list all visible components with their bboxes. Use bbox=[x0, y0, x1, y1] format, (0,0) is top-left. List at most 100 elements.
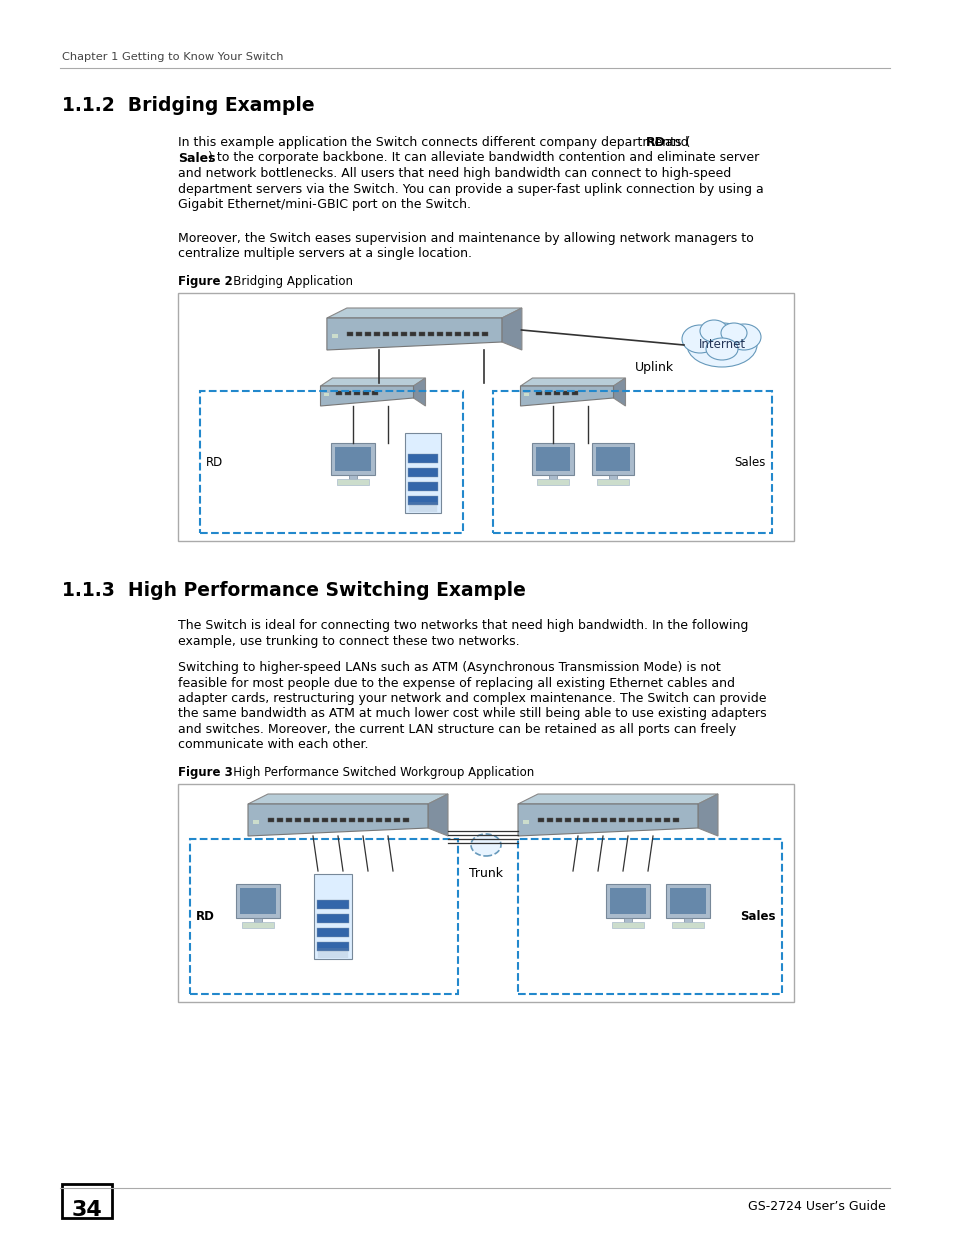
Polygon shape bbox=[501, 308, 521, 350]
Text: RD: RD bbox=[645, 136, 665, 149]
Bar bbox=[294, 818, 301, 823]
Bar bbox=[402, 818, 409, 823]
Text: RD: RD bbox=[195, 910, 214, 923]
Bar bbox=[554, 391, 560, 395]
Bar bbox=[596, 447, 629, 471]
Text: adapter cards, restructuring your network and complex maintenance. The Switch ca: adapter cards, restructuring your networ… bbox=[178, 692, 765, 705]
Bar bbox=[592, 818, 598, 823]
Bar bbox=[609, 888, 645, 914]
Bar bbox=[286, 818, 292, 823]
Bar bbox=[316, 914, 349, 923]
Text: Switching to higher-speed LANs such as ATM (Asynchronous Transmission Mode) is n: Switching to higher-speed LANs such as A… bbox=[178, 661, 720, 674]
Bar bbox=[178, 784, 793, 1002]
Text: Bridging Application: Bridging Application bbox=[222, 275, 353, 288]
Bar bbox=[665, 884, 709, 918]
Ellipse shape bbox=[700, 320, 727, 342]
Bar bbox=[372, 391, 378, 395]
Bar bbox=[253, 820, 258, 824]
Text: The Switch is ideal for connecting two networks that need high bandwidth. In the: The Switch is ideal for connecting two n… bbox=[178, 619, 747, 632]
Bar bbox=[349, 818, 355, 823]
Bar bbox=[178, 293, 793, 541]
Text: 34: 34 bbox=[71, 1200, 102, 1220]
Text: the same bandwidth as ATM at much lower cost while still being able to use exist: the same bandwidth as ATM at much lower … bbox=[178, 708, 766, 720]
Bar bbox=[637, 818, 642, 823]
Bar bbox=[355, 391, 360, 395]
Bar bbox=[336, 391, 342, 395]
Text: and switches. Moreover, the current LAN structure can be retained as all ports c: and switches. Moreover, the current LAN … bbox=[178, 722, 736, 736]
Ellipse shape bbox=[726, 324, 760, 350]
Bar bbox=[655, 818, 660, 823]
Polygon shape bbox=[613, 378, 625, 406]
Bar bbox=[382, 332, 389, 336]
Bar bbox=[200, 391, 462, 534]
Bar bbox=[331, 818, 336, 823]
Bar bbox=[385, 818, 391, 823]
Bar bbox=[428, 332, 434, 336]
Bar bbox=[463, 332, 470, 336]
Text: feasible for most people due to the expense of replacing all existing Ethernet c: feasible for most people due to the expe… bbox=[178, 677, 734, 689]
Text: Sales: Sales bbox=[178, 152, 215, 164]
Bar bbox=[683, 918, 691, 923]
Bar bbox=[537, 818, 543, 823]
Bar bbox=[408, 468, 437, 477]
Bar bbox=[572, 391, 578, 395]
Bar bbox=[600, 818, 606, 823]
Text: department servers via the Switch. You can provide a super-fast uplink connectio: department servers via the Switch. You c… bbox=[178, 183, 763, 195]
Bar bbox=[548, 475, 557, 479]
Text: Sales: Sales bbox=[734, 456, 765, 468]
Ellipse shape bbox=[471, 834, 500, 856]
Polygon shape bbox=[517, 794, 718, 804]
Bar bbox=[316, 900, 349, 909]
Polygon shape bbox=[248, 804, 428, 836]
Bar bbox=[418, 332, 424, 336]
Bar bbox=[645, 818, 651, 823]
Bar bbox=[394, 818, 399, 823]
Bar bbox=[537, 479, 568, 485]
Bar bbox=[532, 443, 574, 475]
Text: Figure 3: Figure 3 bbox=[178, 766, 233, 779]
Bar bbox=[436, 332, 442, 336]
Bar bbox=[623, 918, 631, 923]
Bar bbox=[316, 942, 349, 951]
Bar bbox=[335, 447, 371, 471]
Text: and: and bbox=[660, 136, 688, 149]
Bar bbox=[612, 923, 643, 927]
Text: Trunk: Trunk bbox=[469, 867, 502, 881]
Bar bbox=[672, 818, 679, 823]
Polygon shape bbox=[320, 387, 413, 406]
Bar bbox=[597, 479, 628, 485]
Bar bbox=[608, 475, 617, 479]
Polygon shape bbox=[248, 794, 448, 804]
Bar bbox=[669, 888, 705, 914]
Bar bbox=[522, 820, 529, 824]
Bar bbox=[609, 818, 616, 823]
Bar bbox=[240, 888, 275, 914]
Bar bbox=[524, 393, 529, 396]
Text: High Performance Switched Workgroup Application: High Performance Switched Workgroup Appl… bbox=[222, 766, 534, 779]
Bar bbox=[563, 391, 569, 395]
Bar bbox=[410, 332, 416, 336]
Text: GS-2724 User’s Guide: GS-2724 User’s Guide bbox=[747, 1200, 885, 1213]
Text: communicate with each other.: communicate with each other. bbox=[178, 739, 368, 752]
Text: Gigabit Ethernet/mini-GBIC port on the Switch.: Gigabit Ethernet/mini-GBIC port on the S… bbox=[178, 198, 471, 211]
Bar bbox=[345, 391, 351, 395]
Bar bbox=[605, 884, 649, 918]
Bar bbox=[545, 391, 551, 395]
Bar bbox=[235, 884, 280, 918]
Bar bbox=[582, 818, 588, 823]
Bar bbox=[536, 391, 542, 395]
Bar bbox=[314, 874, 352, 960]
Bar bbox=[332, 333, 337, 338]
Bar bbox=[324, 393, 329, 396]
Text: Figure 2: Figure 2 bbox=[178, 275, 233, 288]
Bar bbox=[408, 482, 437, 492]
Bar bbox=[481, 332, 487, 336]
Bar bbox=[473, 332, 478, 336]
Bar bbox=[556, 818, 561, 823]
Bar bbox=[242, 923, 274, 927]
Polygon shape bbox=[320, 378, 425, 387]
Polygon shape bbox=[413, 378, 425, 406]
Text: and network bottlenecks. All users that need high bandwidth can connect to high-: and network bottlenecks. All users that … bbox=[178, 167, 731, 180]
Text: Chapter 1 Getting to Know Your Switch: Chapter 1 Getting to Know Your Switch bbox=[62, 52, 283, 62]
Polygon shape bbox=[517, 804, 698, 836]
